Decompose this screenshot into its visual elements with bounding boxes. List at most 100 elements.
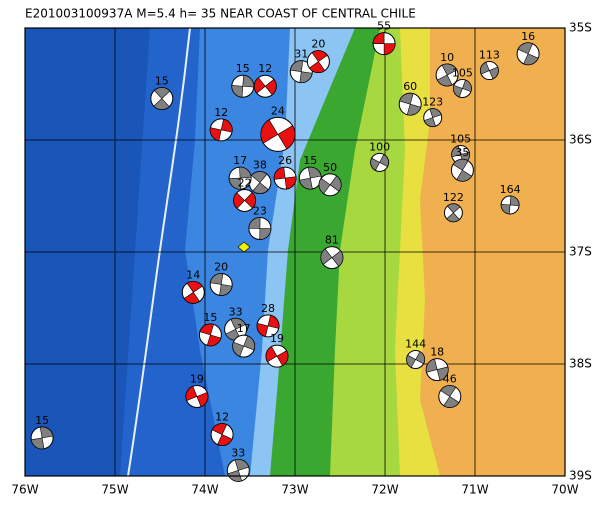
depth-label: 105: [450, 133, 471, 146]
depth-label: 50: [323, 161, 337, 174]
beachball: [451, 145, 471, 165]
depth-label: 60: [403, 80, 417, 93]
beachball: [265, 344, 289, 368]
beachball-quadrant: [425, 358, 449, 381]
beachball-quadrant: [440, 385, 460, 408]
depth-label: 123: [422, 96, 443, 109]
beachball-quadrant: [399, 92, 422, 116]
beachball: [435, 63, 459, 87]
beachball-quadrant: [480, 61, 499, 80]
beachball: [438, 384, 462, 408]
y-tick-label: 35S: [569, 21, 592, 35]
depth-label: 100: [369, 140, 390, 153]
beachball: [398, 92, 422, 116]
beachball: [423, 108, 443, 128]
beachball: [406, 350, 426, 370]
depth-label: 122: [443, 191, 464, 204]
beachball-quadrant: [372, 32, 396, 56]
y-tick-label: 37S: [569, 245, 592, 259]
beachball-quadrant: [299, 166, 322, 190]
depth-label: 14: [186, 268, 200, 281]
beachball: [209, 272, 233, 296]
beachball: [443, 203, 463, 223]
beachball-quadrant: [446, 203, 461, 223]
beachball-quadrant: [290, 60, 313, 83]
beachball: [231, 74, 255, 98]
beachball-quadrant: [209, 118, 233, 142]
beachball-quadrant: [233, 192, 256, 209]
beachball: [320, 246, 344, 270]
beachball: [450, 158, 474, 182]
beachball: [372, 32, 396, 56]
beachball: [452, 78, 472, 98]
beachball: [228, 166, 252, 190]
depth-label: 38: [253, 159, 267, 172]
beachball-quadrant: [199, 323, 222, 347]
beachball: [298, 166, 322, 190]
depth-label: 22: [238, 176, 252, 189]
beachball-quadrant: [30, 426, 54, 450]
depth-label: 19: [190, 372, 204, 385]
depth-label: 15: [155, 75, 169, 88]
beachball-quadrant: [423, 108, 442, 127]
beachball-quadrant: [209, 273, 233, 296]
beachball: [181, 280, 205, 304]
beachball-quadrant: [256, 314, 280, 337]
beachball: [232, 334, 256, 358]
beachball: [248, 216, 272, 240]
depth-label: 26: [278, 154, 292, 167]
beachball-quadrant: [211, 423, 233, 446]
depth-label: 17: [233, 154, 247, 167]
beachball-quadrant: [318, 175, 342, 195]
depth-label: 12: [214, 106, 228, 119]
depth-label: 33: [231, 446, 245, 459]
depth-label: 20: [214, 260, 228, 273]
beachball-quadrant: [500, 195, 520, 215]
beachball-quadrant: [265, 346, 289, 367]
beachball-quadrant: [453, 79, 472, 98]
beachball-quadrant: [260, 119, 296, 150]
beachball-quadrant: [232, 335, 255, 357]
y-tick-label: 36S: [569, 133, 592, 147]
y-tick-label: 38S: [569, 357, 592, 371]
beachball: [248, 171, 272, 195]
beachball: [425, 358, 449, 382]
depth-label: 20: [311, 38, 325, 51]
depth-label: 46: [443, 372, 457, 385]
beachball-quadrant: [183, 281, 203, 304]
beachball: [150, 87, 174, 111]
depth-label: 17: [237, 322, 251, 335]
beachball-quadrant: [254, 77, 277, 96]
beachball-quadrant: [251, 171, 269, 194]
beachball-quadrant: [273, 166, 297, 190]
depth-label: 24: [271, 104, 285, 117]
beachball-quadrant: [452, 159, 473, 182]
trench: [127, 28, 191, 476]
map-title: E201003100937A M=5.4 h= 35 NEAR COAST OF…: [25, 7, 416, 21]
beachball: [500, 195, 520, 215]
x-tick-label: 73W: [281, 483, 308, 497]
depth-label: 15: [236, 62, 250, 75]
x-tick-label: 76W: [11, 483, 38, 497]
depth-label: 12: [258, 62, 272, 75]
x-tick-label: 71W: [461, 483, 488, 497]
depth-label: 15: [203, 311, 217, 324]
depth-label: 19: [270, 332, 284, 345]
beachball: [289, 60, 313, 84]
beachball: [226, 458, 250, 482]
depth-label: 105: [452, 66, 473, 79]
frame: [24, 27, 566, 477]
beachball-quadrant: [320, 248, 344, 267]
beachball-quadrant: [406, 351, 425, 368]
overlay: 76W 75W 74W 73W 72W 71W 70W 35S 36S 37S 38S 39S 55 15…: [11, 20, 591, 497]
depth-label: 113: [479, 49, 500, 62]
beachball: [479, 61, 499, 81]
beachball: [210, 423, 234, 447]
beachball: [253, 74, 277, 98]
depth-label: 81: [325, 234, 339, 247]
x-tick-label: 72W: [371, 483, 398, 497]
beachball: [306, 50, 330, 74]
x-tick-label: 75W: [101, 483, 128, 497]
beachball-quadrant: [370, 154, 389, 171]
beachball: [185, 384, 209, 408]
